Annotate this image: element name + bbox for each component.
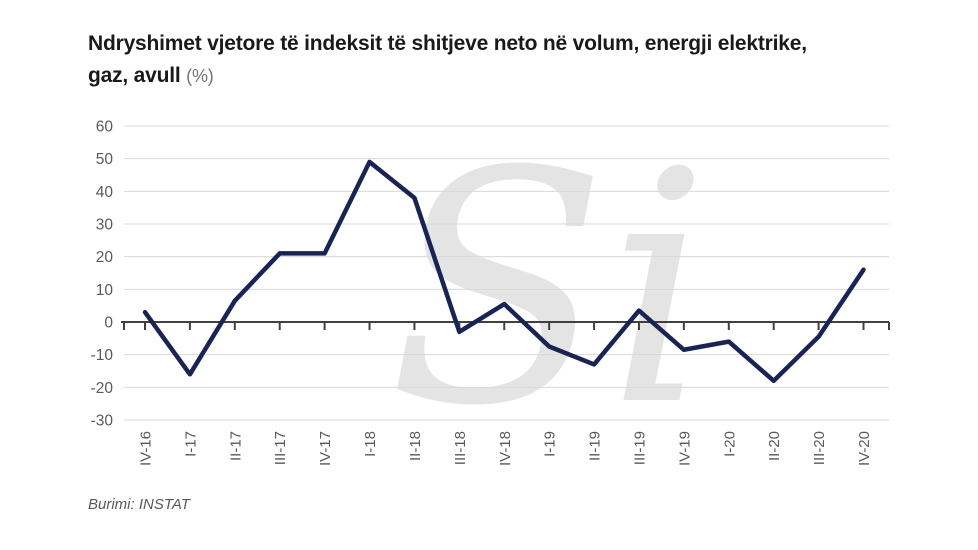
y-axis-label: 40 xyxy=(96,184,114,201)
y-axis-label: 10 xyxy=(96,282,114,299)
source-note: Burimi: INSTAT xyxy=(88,496,190,513)
x-axis-label: III-18 xyxy=(452,431,469,465)
x-axis-label: II-20 xyxy=(766,431,783,461)
x-axis-label: IV-17 xyxy=(317,431,334,466)
y-axis-label: 30 xyxy=(96,217,114,234)
y-axis-label: 60 xyxy=(96,119,114,136)
gridlines-layer xyxy=(124,125,889,421)
x-axis-label: III-20 xyxy=(811,431,828,465)
axis-layer xyxy=(121,321,890,330)
chart-title-line1: Ndryshimet vjetore të indeksit të shitje… xyxy=(88,32,807,55)
x-axis-label: III-17 xyxy=(272,431,289,465)
x-axis-label: II-18 xyxy=(407,431,424,461)
x-axis-label: I-19 xyxy=(542,431,559,457)
x-axis-label: IV-16 xyxy=(138,431,155,466)
chart-title-line2: gaz, avull xyxy=(88,64,181,87)
x-axis-label: IV-19 xyxy=(676,431,693,466)
x-axis-label: I-20 xyxy=(721,431,738,457)
series-layer xyxy=(142,159,866,384)
chart-title: Ndryshimet vjetore të indeksit të shitje… xyxy=(88,28,908,92)
x-axis-label: IV-18 xyxy=(497,431,514,466)
y-axis-label: 20 xyxy=(96,249,114,266)
x-axis-label: III-19 xyxy=(631,431,648,465)
y-axis-label: -20 xyxy=(91,380,114,397)
watermark-text: Si xyxy=(388,104,710,476)
watermark-layer: Si xyxy=(388,104,710,476)
x-axis-label: I-17 xyxy=(182,431,199,457)
x-axis-label: II-19 xyxy=(587,431,604,461)
y-axis-label: 50 xyxy=(96,151,114,168)
x-axis-label: II-17 xyxy=(227,431,244,461)
chart-title-unit: (%) xyxy=(186,66,214,86)
line-series xyxy=(142,159,866,384)
y-axis-label: -30 xyxy=(91,413,114,430)
y-axis-label: -10 xyxy=(91,347,114,364)
y-axis-labels: 60 50 40 30 20 10 0 -10 -20 -30 xyxy=(91,119,114,430)
y-axis-label: 0 xyxy=(104,315,113,332)
x-axis-labels: IV-16 I-17 II-17 III-17 IV-17 I-18 II-18 III-18… xyxy=(138,431,874,466)
x-axis-label: I-18 xyxy=(362,431,379,457)
x-axis-label: IV-20 xyxy=(856,431,873,466)
